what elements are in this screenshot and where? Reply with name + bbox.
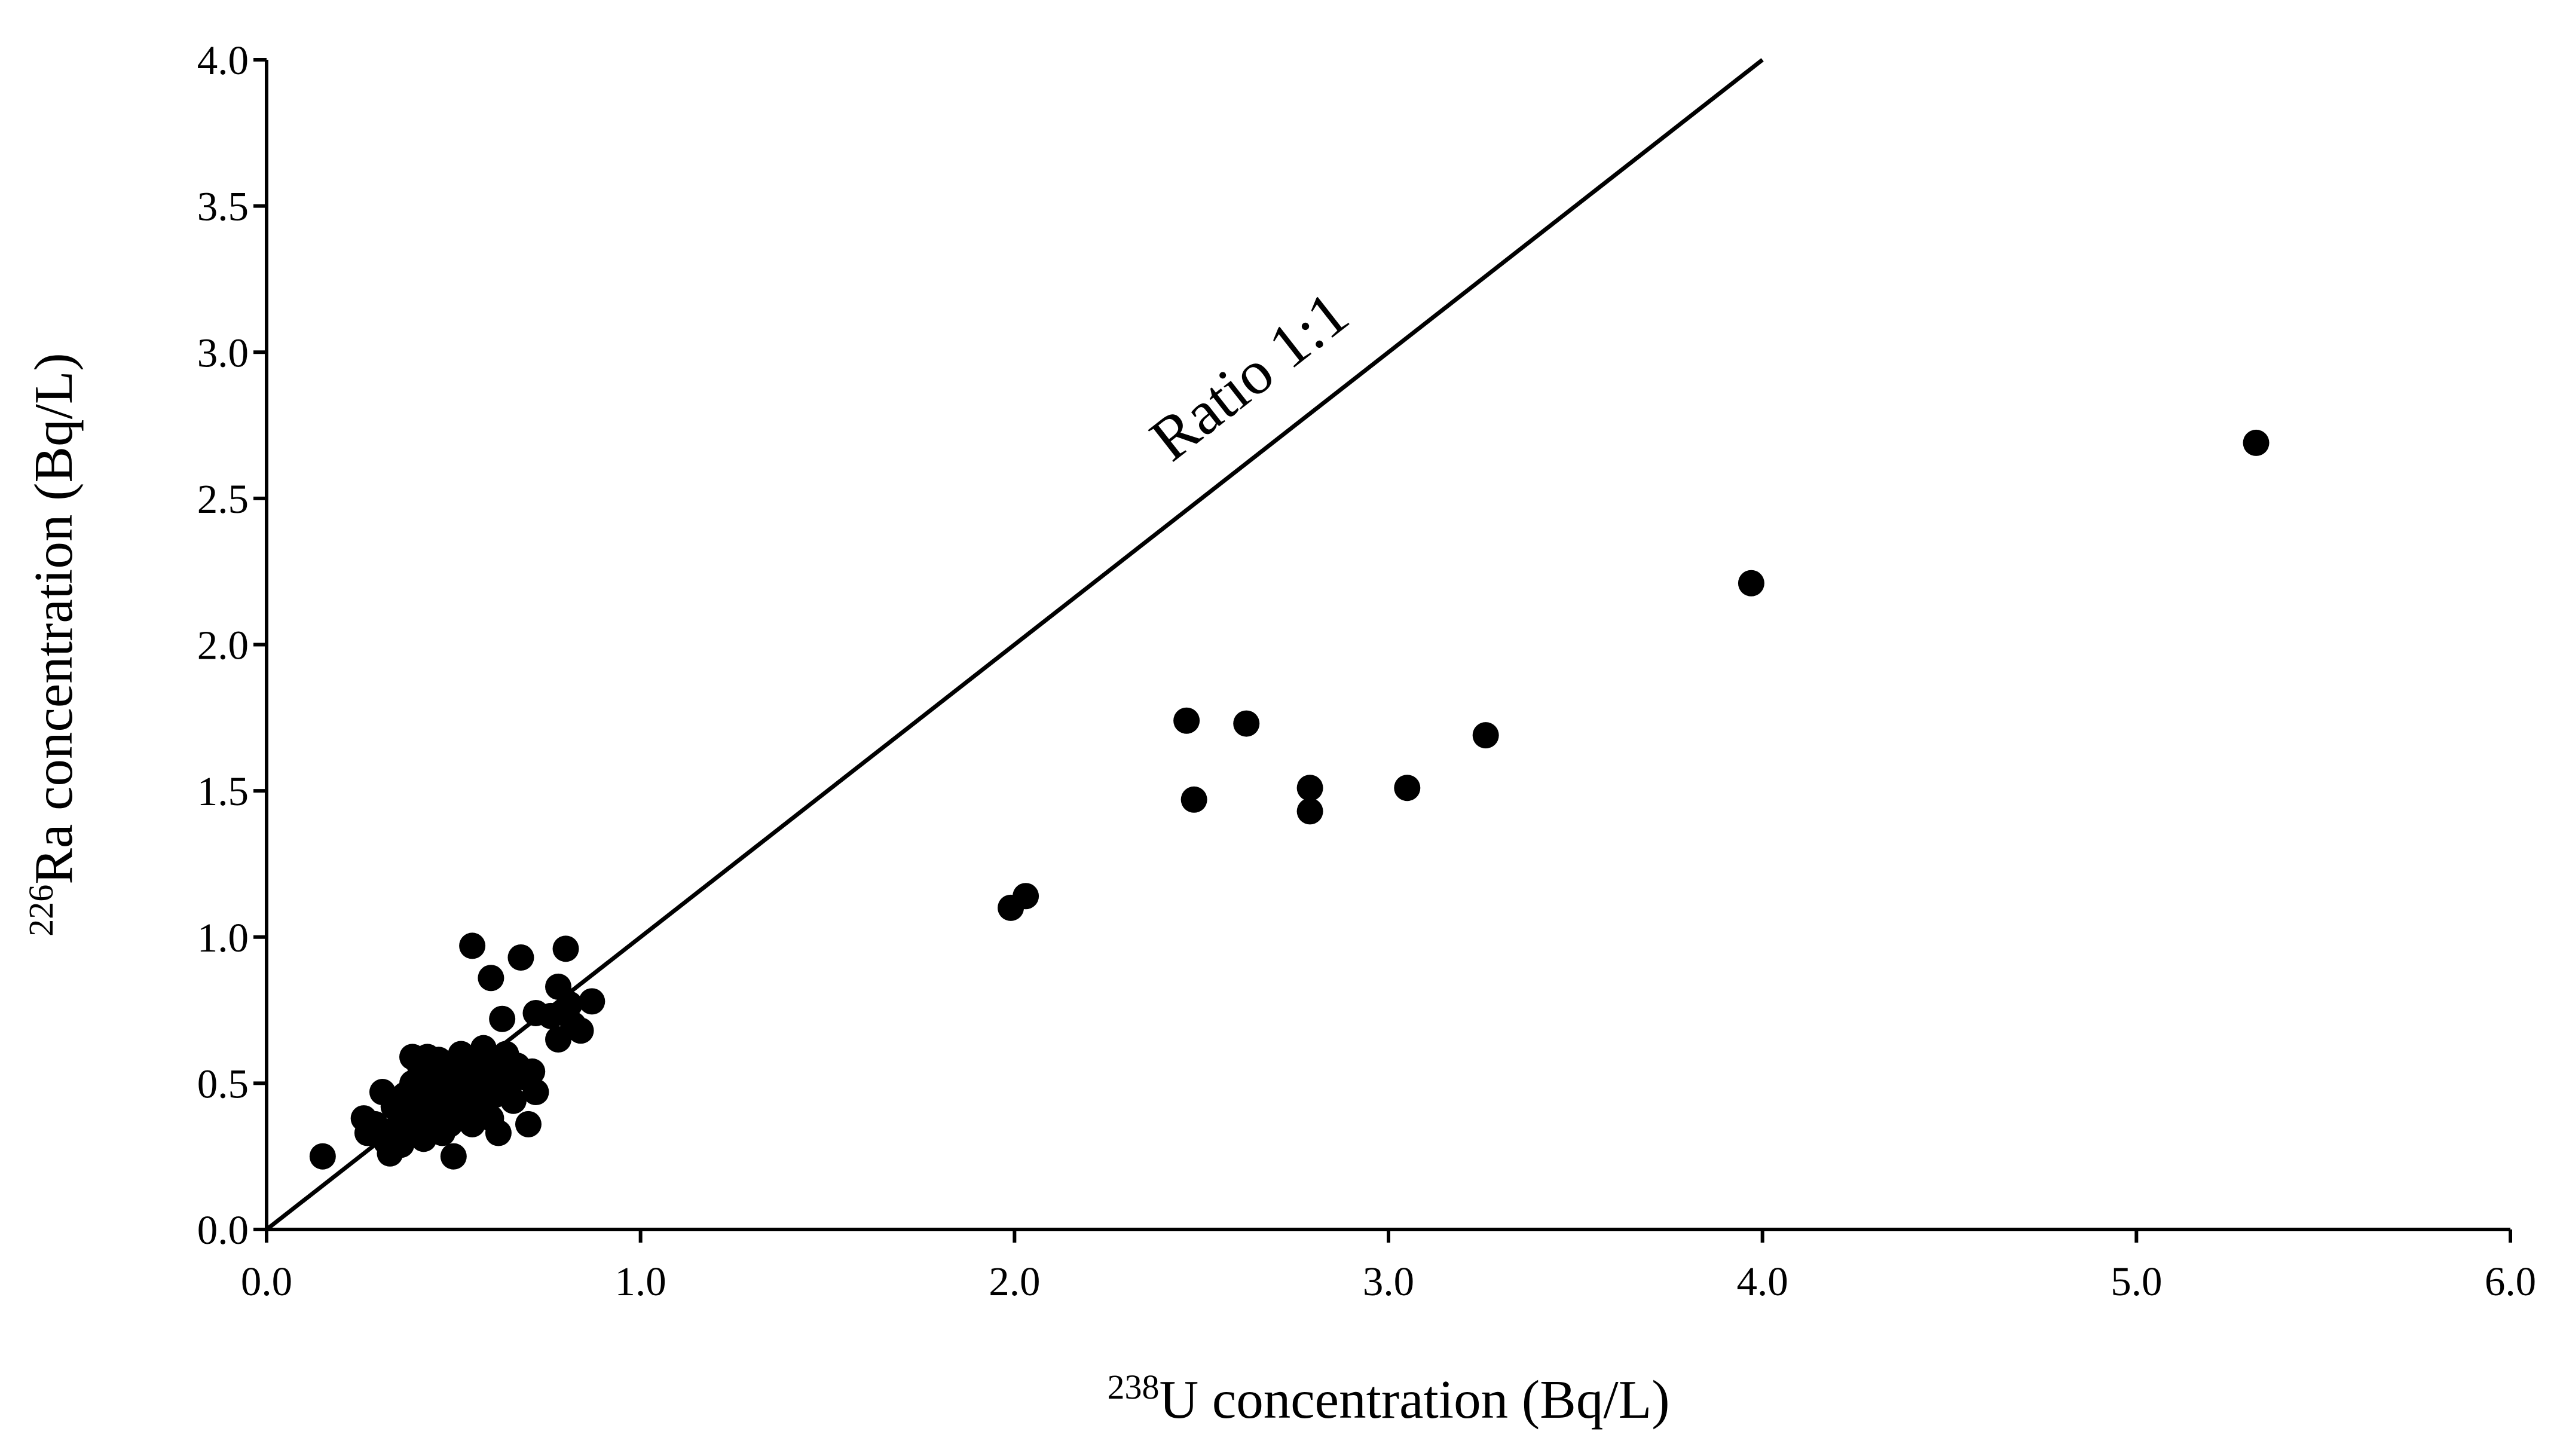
x-axis-title-superscript: 238 [1107, 1368, 1159, 1406]
data-point [489, 1005, 516, 1032]
y-tick-label: 1.0 [197, 915, 249, 961]
y-axis-ticks: 0.0 0.5 1.0 1.5 2.0 2.5 3.0 3.5 4.0 [197, 38, 267, 1253]
y-tick-label: 1.5 [197, 769, 249, 814]
data-point [579, 988, 605, 1015]
y-axis-title-superscript: 226 [22, 885, 60, 937]
data-point [1180, 786, 1207, 813]
data-point [507, 944, 534, 971]
data-points [309, 429, 2270, 1170]
x-tick-label: 2.0 [989, 1259, 1040, 1304]
data-point [485, 1119, 512, 1146]
x-tick-label: 0.0 [241, 1259, 292, 1304]
data-point [1233, 710, 1260, 737]
data-point [1296, 798, 1323, 825]
axes: 0.0 1.0 2.0 3.0 4.0 5.0 6.0 0.0 0.5 1.0 1.5 2.0 2.5… [197, 38, 2536, 1304]
data-point [552, 935, 579, 962]
data-point [567, 1017, 594, 1044]
x-tick-label: 1.0 [615, 1259, 666, 1304]
x-axis-title: 238U concentration (Bq/L) [1107, 1368, 1669, 1430]
x-tick-label: 5.0 [2111, 1259, 2162, 1304]
data-point [309, 1143, 336, 1170]
data-point [522, 1079, 549, 1106]
data-point [1394, 775, 1421, 802]
data-point [1013, 883, 1039, 910]
data-point [459, 932, 486, 959]
data-point [2243, 429, 2270, 456]
x-tick-label: 3.0 [1363, 1259, 1414, 1304]
y-tick-label: 2.5 [197, 476, 249, 522]
y-tick-label: 2.0 [197, 623, 249, 668]
data-point [414, 1044, 441, 1070]
x-tick-label: 4.0 [1737, 1259, 1788, 1304]
y-tick-label: 0.5 [197, 1061, 249, 1106]
data-point [470, 1087, 497, 1114]
data-point [1296, 775, 1323, 802]
x-axis-title-text: U concentration (Bq/L) [1159, 1369, 1669, 1430]
data-point [1472, 722, 1499, 749]
data-point [470, 1035, 497, 1062]
data-point [556, 991, 583, 1018]
data-point [1173, 707, 1200, 734]
data-point [537, 1002, 564, 1029]
x-tick-label: 6.0 [2485, 1259, 2536, 1304]
ratio-reference-line [265, 58, 1764, 1231]
x-axis-ticks: 0.0 1.0 2.0 3.0 4.0 5.0 6.0 [241, 1229, 2536, 1304]
data-point [515, 1111, 542, 1137]
y-tick-label: 3.0 [197, 330, 249, 375]
y-tick-label: 4.0 [197, 38, 249, 83]
y-tick-label: 3.5 [197, 184, 249, 230]
y-axis-title-text: Ra concentration (Bq/L) [23, 353, 84, 884]
data-point [1738, 570, 1764, 597]
y-axis-title: 226Ra concentration (Bq/L) [22, 353, 84, 936]
data-point [478, 965, 504, 992]
data-point [440, 1143, 467, 1170]
data-point [500, 1087, 527, 1114]
ratio-line-label: Ratio 1:1 [1137, 279, 1361, 474]
y-tick-label: 0.0 [197, 1207, 249, 1253]
data-point [519, 1058, 546, 1085]
